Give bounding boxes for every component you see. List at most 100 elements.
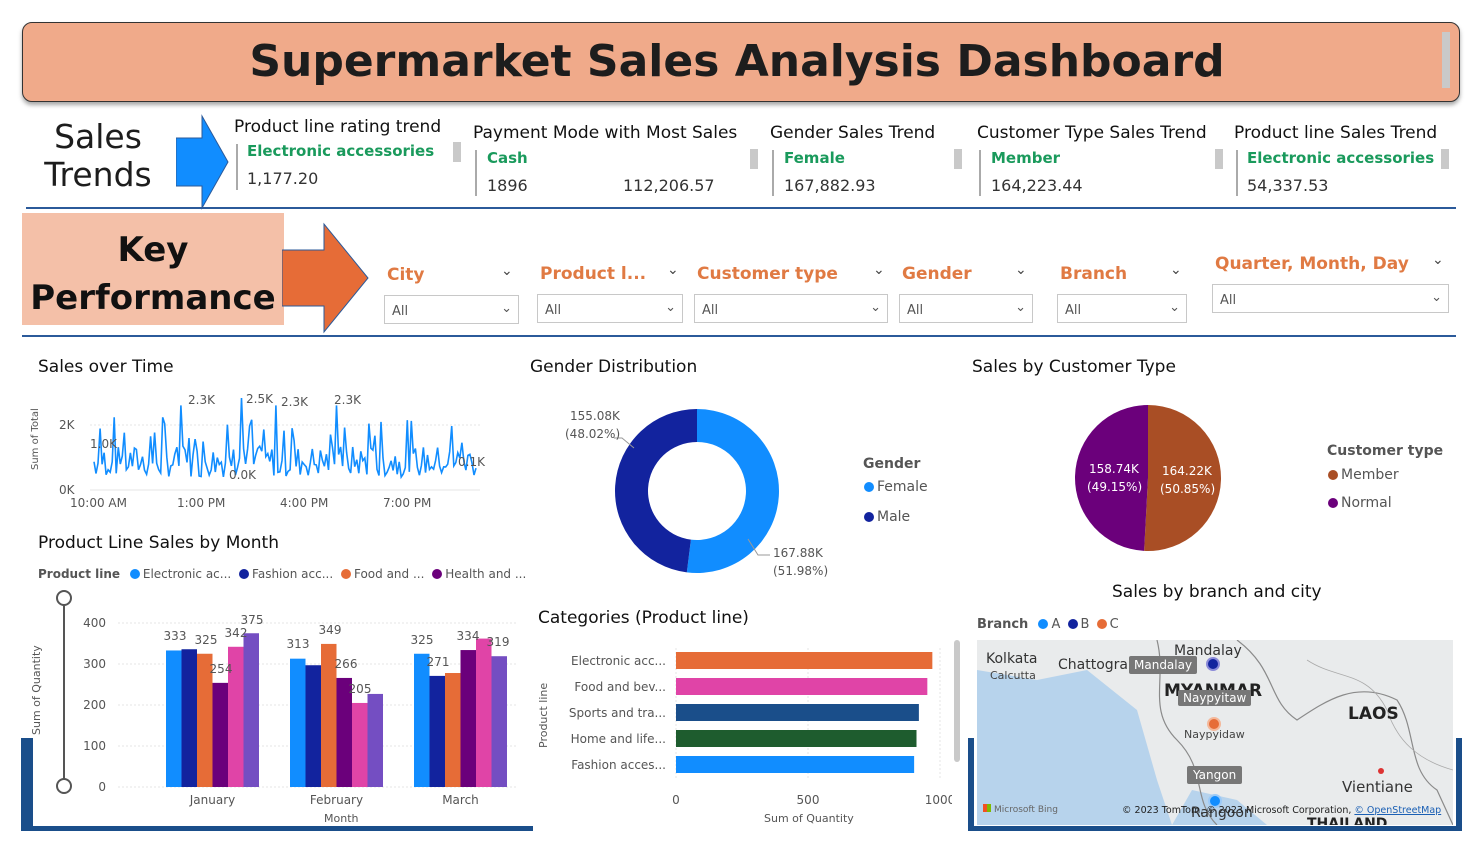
legend-label: C xyxy=(1109,617,1119,632)
map-place-label: Mandalay xyxy=(1174,643,1242,659)
pie-slice-normal[interactable] xyxy=(1075,405,1148,551)
card-divider xyxy=(1236,150,1238,196)
category-bar xyxy=(676,704,919,721)
column-bar xyxy=(476,638,492,787)
sales-trends-word-2: Trends xyxy=(44,155,152,194)
chevron-down-icon[interactable]: ⌄ xyxy=(501,263,513,279)
legend-item[interactable]: Food and ... xyxy=(340,567,424,581)
legend-item-male[interactable]: Male xyxy=(864,509,910,525)
column-bar xyxy=(166,650,182,787)
card-scrollbar[interactable] xyxy=(1215,149,1223,169)
donut-slice-female[interactable] xyxy=(686,409,780,573)
data-label: 342 xyxy=(225,626,248,640)
legend-label: B xyxy=(1080,617,1090,632)
leader-line xyxy=(614,437,635,449)
key-performance-heading: Key Performance xyxy=(22,226,284,322)
chevron-down-icon: ⌄ xyxy=(1015,300,1026,315)
x-tick: 4:00 PM xyxy=(280,496,329,510)
branch-dropdown[interactable]: All ⌄ xyxy=(1057,294,1187,323)
product-line-month-chart: 0 100 200 300 400 January February March 333 325 2… xyxy=(83,613,518,807)
legend-dot-icon xyxy=(864,512,874,522)
column-bar xyxy=(429,675,445,787)
legend-item[interactable]: C xyxy=(1096,617,1119,632)
zoom-slider[interactable] xyxy=(54,588,74,794)
donut-slice-male[interactable] xyxy=(615,409,697,573)
male-pct-label: (48.02%) xyxy=(565,427,621,441)
card-sub-customer: Member xyxy=(991,149,1061,167)
slider-handle-top[interactable] xyxy=(56,590,72,606)
card-value-payment-count: 1896 xyxy=(487,176,528,195)
dropdown-value: All xyxy=(1220,293,1237,308)
data-label: 334 xyxy=(457,629,480,643)
map-title: Sales by branch and city xyxy=(1112,582,1322,602)
category-label: Fashion acces... xyxy=(571,758,666,772)
data-label: 349 xyxy=(319,623,342,637)
legend-dot-icon xyxy=(1328,498,1338,508)
legend-item[interactable]: B xyxy=(1067,617,1090,632)
map-attribution: © 2023 TomTom, © 2023 Microsoft Corporat… xyxy=(1122,805,1441,816)
slider-handle-bottom[interactable] xyxy=(56,778,72,794)
customer-type-dropdown[interactable]: All ⌄ xyxy=(694,294,888,323)
card-scrollbar[interactable] xyxy=(954,149,962,169)
city-dropdown[interactable]: All ⌄ xyxy=(384,295,519,324)
column-bar xyxy=(290,658,306,787)
chevron-down-icon: ⌄ xyxy=(501,301,512,316)
legend-item-female[interactable]: Female xyxy=(864,479,928,495)
data-label: 205 xyxy=(349,682,372,696)
card-scrollbar[interactable] xyxy=(1441,149,1449,169)
legend-item[interactable]: A xyxy=(1038,617,1060,632)
date-hierarchy-dropdown[interactable]: All ⌄ xyxy=(1212,284,1449,313)
card-sub-productline: Electronic accessories xyxy=(1247,149,1435,167)
customer-legend-title: Customer type xyxy=(1327,443,1444,459)
column-bar xyxy=(367,693,383,787)
product-line-dropdown[interactable]: All ⌄ xyxy=(537,294,683,323)
banner-scrollbar[interactable] xyxy=(1442,32,1450,88)
legend-dot-icon xyxy=(432,569,443,579)
column-bar xyxy=(414,653,430,787)
legend-label: Electronic ac... xyxy=(142,567,232,581)
legend-item-normal[interactable]: Normal xyxy=(1328,495,1392,511)
data-label: 325 xyxy=(195,633,218,647)
female-value-label: 167.88K xyxy=(773,546,823,560)
gender-dropdown[interactable]: All ⌄ xyxy=(899,294,1033,323)
y-tick-label: 400 xyxy=(83,616,106,630)
map-bubble-branch-b[interactable] xyxy=(1206,657,1220,671)
column-bar xyxy=(321,643,337,787)
osm-link[interactable]: © OpenStreetMap xyxy=(1354,805,1442,816)
legend-item[interactable]: Health and ... xyxy=(432,567,526,581)
dropdown-value: All xyxy=(907,303,924,318)
chevron-down-icon[interactable]: ⌄ xyxy=(667,262,679,278)
sales-over-time-ylabel: Sum of Total xyxy=(30,408,41,470)
pie-slice-member[interactable] xyxy=(1144,405,1222,551)
card-title-rating: Product line rating trend xyxy=(234,117,442,137)
map-tooltip-label: Yangon xyxy=(1187,766,1243,784)
legend-item[interactable]: Electronic ac... xyxy=(129,567,232,581)
sales-trends-heading: Sales Trends xyxy=(28,118,168,194)
legend-item-member[interactable]: Member xyxy=(1328,467,1399,483)
customer-type-pie-chart xyxy=(1075,405,1222,551)
map-place-label: Rangoon xyxy=(1191,805,1253,821)
x-tick-label: 0 xyxy=(672,793,680,807)
branch-city-map[interactable]: Mandalay Kolkata Calcutta Chattogra Mand… xyxy=(977,640,1453,825)
slicer-label-product: Product l... xyxy=(540,264,647,284)
chevron-down-icon[interactable]: ⌄ xyxy=(1015,262,1027,278)
legend-item[interactable]: Fashion acc... xyxy=(239,567,333,581)
card-scrollbar[interactable] xyxy=(453,142,461,162)
chevron-down-icon[interactable]: ⌄ xyxy=(873,262,885,278)
dropdown-value: All xyxy=(545,303,562,318)
panel-accent xyxy=(968,738,974,830)
card-scrollbar[interactable] xyxy=(750,149,758,169)
key-performance-box xyxy=(22,213,284,325)
chart-scrollbar[interactable] xyxy=(954,640,960,762)
legend-label: Male xyxy=(877,509,911,525)
data-label: 2.3K xyxy=(334,393,361,407)
chevron-down-icon[interactable]: ⌄ xyxy=(1170,262,1182,278)
data-label: 271 xyxy=(427,655,450,669)
y-tick-label: 200 xyxy=(83,698,106,712)
legend-dot-icon xyxy=(239,569,250,579)
data-label: 2.3K xyxy=(281,395,308,409)
map-bubble-branch-c[interactable] xyxy=(1207,717,1221,731)
attribution-text: © 2023 TomTom, © 2023 Microsoft Corporat… xyxy=(1122,805,1352,816)
chevron-down-icon[interactable]: ⌄ xyxy=(1432,252,1444,268)
map-bubble-branch-a[interactable] xyxy=(1208,794,1222,808)
